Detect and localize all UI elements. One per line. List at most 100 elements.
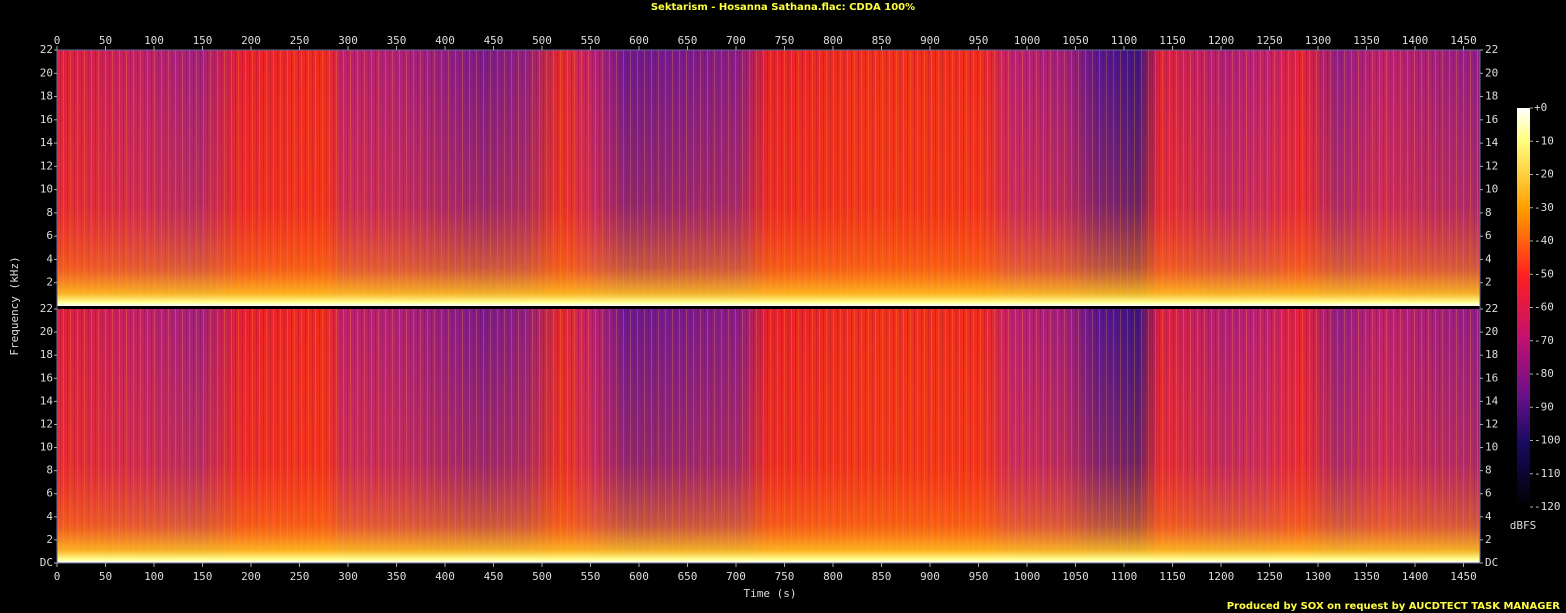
y-tick-label: 4 [46, 252, 53, 265]
x-tick-label: 250 [290, 570, 310, 583]
x-tick-label: 600 [629, 570, 649, 583]
x-tick-label: 1100 [1111, 570, 1138, 583]
x-tick-label: 600 [629, 34, 649, 47]
x-tick-label: 1400 [1402, 34, 1429, 47]
x-tick-label: 550 [581, 34, 601, 47]
y-tick-label: DC [1485, 556, 1498, 569]
y-tick-label: 18 [1485, 90, 1498, 103]
y-tick-label: 2 [46, 276, 53, 289]
x-tick-label: 650 [678, 34, 698, 47]
colorbar [1517, 108, 1530, 507]
colorbar-label: dBFS [1510, 519, 1537, 532]
x-tick-label: 0 [54, 34, 61, 47]
y-tick-label: 6 [46, 487, 53, 500]
x-tick-label: 850 [872, 34, 892, 47]
x-tick-label: 50 [99, 34, 112, 47]
x-tick-label: 1050 [1062, 34, 1089, 47]
colorbar-tick-label: -30 [1534, 201, 1554, 214]
x-tick-label: 1250 [1256, 570, 1283, 583]
y-tick-label: 10 [1485, 183, 1498, 196]
x-tick-label: 400 [435, 34, 455, 47]
x-tick-label: 1350 [1353, 570, 1380, 583]
y-tick-label: 10 [40, 441, 53, 454]
y-tick-label: 4 [1485, 252, 1492, 265]
y-tick-label: 22 [1485, 302, 1498, 315]
y-tick-label: 10 [40, 183, 53, 196]
x-tick-label: 450 [484, 34, 504, 47]
x-axis-label: Time (s) [744, 587, 797, 600]
colorbar-tick-label: -110 [1534, 467, 1561, 480]
x-tick-label: 250 [290, 34, 310, 47]
x-tick-label: 900 [920, 34, 940, 47]
x-tick-label: 150 [193, 570, 213, 583]
y-tick-label: 20 [40, 66, 53, 79]
y-tick-label: DC [40, 556, 53, 569]
x-tick-label: 400 [435, 570, 455, 583]
x-tick-label: 1150 [1159, 570, 1186, 583]
x-tick-label: 800 [823, 34, 843, 47]
x-tick-label: 1050 [1062, 570, 1089, 583]
y-tick-label: 6 [46, 229, 53, 242]
y-tick-label: 16 [40, 113, 53, 126]
y-tick-label: 14 [40, 136, 54, 149]
y-tick-label: 14 [40, 394, 54, 407]
x-tick-label: 750 [775, 570, 795, 583]
x-tick-label: 1000 [1014, 570, 1041, 583]
x-tick-label: 450 [484, 570, 504, 583]
y-tick-label: 4 [1485, 510, 1492, 523]
y-tick-label: 14 [1485, 394, 1499, 407]
y-tick-label: 2 [1485, 276, 1492, 289]
x-tick-label: 700 [726, 570, 746, 583]
colorbar-tick-label: -50 [1534, 267, 1554, 280]
x-tick-label: 550 [581, 570, 601, 583]
colorbar-tick-label: -120 [1534, 500, 1561, 513]
x-tick-label: 850 [872, 570, 892, 583]
chart-title: Sektarism - Hosanna Sathana.flac: CDDA 1… [651, 2, 915, 13]
x-tick-label: 350 [387, 34, 407, 47]
x-tick-label: 1000 [1014, 34, 1041, 47]
colorbar-tick-label: +0 [1534, 101, 1547, 114]
spectrogram-top [57, 50, 1480, 306]
y-tick-label: 12 [1485, 417, 1498, 430]
y-tick-label: 8 [46, 206, 53, 219]
y-tick-label: 4 [46, 510, 53, 523]
y-tick-label: 20 [1485, 325, 1498, 338]
y-tick-label: 2 [1485, 533, 1492, 546]
y-tick-label: 20 [40, 325, 53, 338]
y-tick-label: 16 [1485, 371, 1498, 384]
x-tick-label: 1200 [1208, 570, 1235, 583]
x-tick-label: 350 [387, 570, 407, 583]
x-tick-label: 650 [678, 570, 698, 583]
x-tick-label: 700 [726, 34, 746, 47]
x-tick-label: 300 [338, 570, 358, 583]
x-tick-label: 300 [338, 34, 358, 47]
x-tick-label: 950 [969, 34, 989, 47]
x-tick-label: 1450 [1450, 570, 1477, 583]
y-tick-label: 18 [1485, 348, 1498, 361]
y-tick-label: 20 [1485, 66, 1498, 79]
colorbar-tick-label: -40 [1534, 234, 1554, 247]
x-tick-label: 1300 [1305, 570, 1332, 583]
x-tick-label: 1300 [1305, 34, 1332, 47]
x-tick-label: 800 [823, 570, 843, 583]
y-tick-label: 22 [40, 43, 53, 56]
x-tick-label: 50 [99, 570, 112, 583]
x-tick-label: 150 [193, 34, 213, 47]
y-tick-label: 16 [1485, 113, 1498, 126]
x-tick-label: 1100 [1111, 34, 1138, 47]
x-tick-label: 1400 [1402, 570, 1429, 583]
x-tick-label: 100 [144, 34, 164, 47]
x-tick-label: 1150 [1159, 34, 1186, 47]
x-tick-label: 1200 [1208, 34, 1235, 47]
footer: Produced by SOX on request by AUCDTECT T… [1227, 601, 1561, 612]
y-tick-label: 22 [40, 302, 53, 315]
y-tick-label: 22 [1485, 43, 1498, 56]
x-tick-label: 1250 [1256, 34, 1283, 47]
colorbar-tick-label: -100 [1534, 434, 1561, 447]
y-tick-label: 18 [40, 90, 53, 103]
x-tick-label: 750 [775, 34, 795, 47]
x-tick-label: 100 [144, 570, 164, 583]
colorbar-tick-label: -80 [1534, 367, 1554, 380]
